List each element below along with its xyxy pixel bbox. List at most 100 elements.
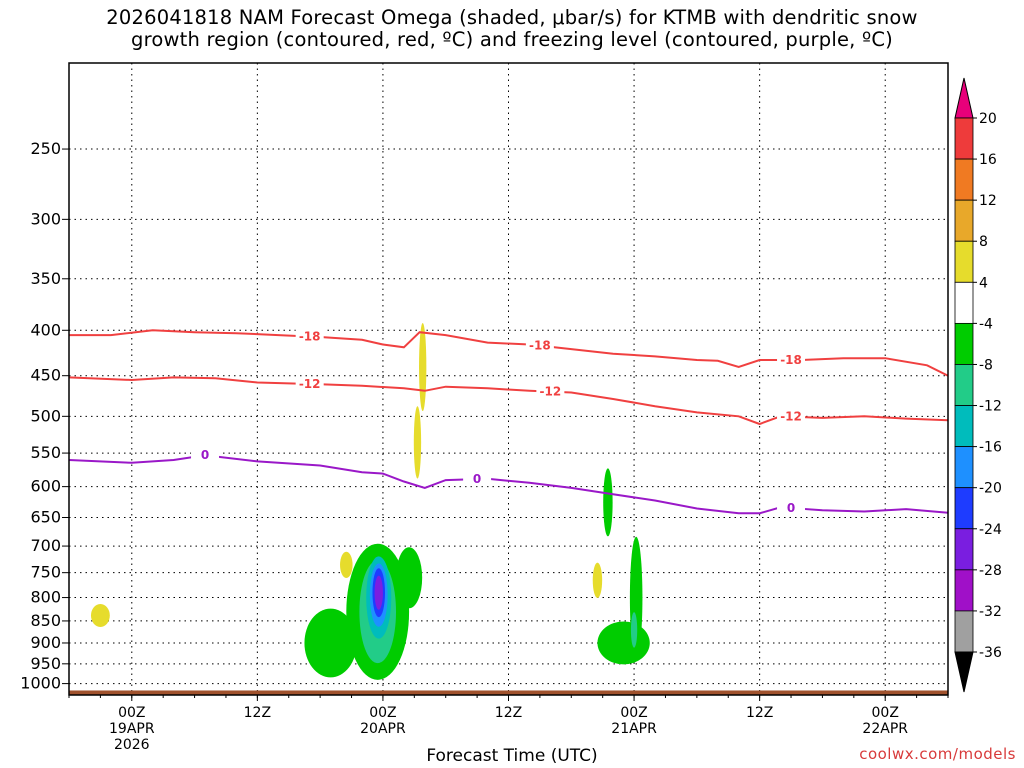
- y-tick-label-600: 600: [30, 477, 61, 496]
- contour-label--12-1: -12: [540, 385, 562, 399]
- omega-feature-16: [630, 612, 638, 648]
- colorbar-label-0: 20: [979, 111, 997, 127]
- y-tick-label-300: 300: [30, 209, 61, 228]
- x-tick-label-5-0: 12Z: [746, 705, 773, 721]
- contour-label--12-2: -12: [780, 410, 802, 424]
- contour-label-0-1: 0: [473, 472, 481, 486]
- omega-feature-2: [419, 323, 427, 412]
- credit-text: coolwx.com/models: [859, 745, 1016, 763]
- colorbar-label-10: -24: [979, 522, 1002, 538]
- colorbar-bottom-arrow: [954, 651, 974, 693]
- colorbar-label-13: -36: [979, 645, 1002, 661]
- contour-label--18-0: -18: [299, 329, 321, 343]
- contour-label--18-1: -18: [529, 339, 551, 353]
- colorbar-label-6: -8: [979, 357, 993, 373]
- omega-feature-1: [340, 551, 353, 579]
- omega-feature-5: [396, 547, 423, 609]
- y-tick-label-900: 900: [30, 633, 61, 652]
- x-tick-label-4-1: 21APR: [611, 721, 657, 737]
- y-tick-label-400: 400: [30, 320, 61, 339]
- colorbar-label-1: 16: [979, 152, 997, 168]
- contour-label-bg: [295, 329, 324, 344]
- contour-label--12-0: -12: [299, 377, 321, 391]
- omega-feature-6: [304, 608, 357, 678]
- omega-feature-14: [597, 621, 650, 665]
- colorbar-segment-7: [954, 405, 974, 448]
- colorbar-label-3: 8: [979, 234, 988, 250]
- contour-line--12-1: [69, 376, 948, 426]
- x-axis-title: Forecast Time (UTC): [426, 746, 598, 766]
- contour-label-0-0: 0: [201, 448, 209, 462]
- colorbar-label-7: -12: [979, 399, 1002, 415]
- colorbar-segment-4: [954, 281, 974, 324]
- contour-label-bg: [777, 501, 806, 516]
- colorbar-segment-2: [954, 199, 974, 242]
- colorbar-label-4: 4: [979, 275, 988, 291]
- y-tick-label-950: 950: [30, 654, 61, 673]
- x-tick-label-3-0: 12Z: [495, 705, 522, 721]
- colorbar-segment-5: [954, 322, 974, 365]
- y-tick-label-1000: 1000: [20, 674, 61, 693]
- colorbar-segment-9: [954, 487, 974, 530]
- chart-title-line1: 2026041818 NAM Forecast Omega (shaded, μ…: [106, 6, 918, 29]
- y-tick-label-550: 550: [30, 443, 61, 462]
- contour-line-0-2: [69, 454, 948, 515]
- colorbar-segment-11: [954, 569, 974, 612]
- omega-feature-3: [413, 406, 422, 479]
- contour-label-bg: [777, 409, 806, 424]
- x-tick-label-0-2: 2026: [114, 737, 150, 753]
- x-tick-label-2-0: 00Z: [369, 705, 396, 721]
- x-tick-label-1-0: 12Z: [244, 705, 271, 721]
- contour-line--18-0: [69, 329, 948, 377]
- contour-label-bg: [777, 352, 806, 367]
- contour-label-bg: [536, 384, 565, 399]
- y-tick-label-800: 800: [30, 588, 61, 607]
- x-tick-label-6-0: 00Z: [872, 705, 899, 721]
- y-tick-label-350: 350: [30, 269, 61, 288]
- y-tick-label-650: 650: [30, 507, 61, 526]
- colorbar-top-arrow: [954, 77, 974, 119]
- x-tick-label-6-1: 22APR: [862, 721, 908, 737]
- colorbar-label-2: 12: [979, 193, 997, 209]
- colorbar-segment-6: [954, 364, 974, 406]
- omega-feature-12: [592, 562, 603, 598]
- y-axis: 250 300 350 400 450 500 550 600 650 700 750 800 850 9…: [20, 139, 69, 693]
- contour-label-bg: [525, 338, 554, 353]
- contour-label-bg: [295, 376, 324, 391]
- y-tick-label-850: 850: [30, 611, 61, 630]
- y-tick-label-700: 700: [30, 536, 61, 555]
- colorbar-label-11: -28: [979, 563, 1002, 579]
- colorbar-segment-1: [954, 158, 974, 201]
- y-tick-label-450: 450: [30, 366, 61, 385]
- omega-feature-11: [374, 575, 383, 610]
- colorbar-label-8: -16: [979, 440, 1002, 456]
- colorbar-segment-0: [954, 117, 974, 160]
- contour-layer: -18 -18 -18 -12 -12 -12 0 0 0: [69, 329, 948, 516]
- x-tick-label-4-0: 00Z: [620, 705, 647, 721]
- omega-shading-layer: [90, 323, 650, 680]
- contour-label-bg: [463, 472, 492, 487]
- omega-feature-0: [90, 603, 110, 627]
- colorbar-label-5: -4: [979, 316, 993, 332]
- y-tick-label-250: 250: [30, 139, 61, 158]
- colorbar-segment-10: [954, 528, 974, 571]
- grid-layer: [69, 63, 948, 695]
- colorbar: 20 16 12 8 4 -4 -8 -12 -16 -20 -24 -28 -32 -36: [954, 77, 1002, 693]
- terrain-layer: [69, 690, 948, 695]
- colorbar-label-12: -32: [979, 604, 1002, 620]
- x-tick-label-0-0: 00Z: [118, 705, 145, 721]
- chart-title-line2: growth region (contoured, red, ºC) and f…: [131, 28, 893, 51]
- colorbar-segment-3: [954, 240, 974, 283]
- contour-label-0-2: 0: [787, 501, 795, 515]
- terrain-fill: [69, 690, 948, 695]
- x-tick-label-2-1: 20APR: [360, 721, 406, 737]
- colorbar-segment-12: [954, 610, 974, 653]
- x-tick-label-0-1: 19APR: [109, 721, 155, 737]
- y-tick-label-500: 500: [30, 406, 61, 425]
- contour-label--18-2: -18: [780, 353, 802, 367]
- colorbar-segment-8: [954, 446, 974, 489]
- omega-feature-13: [603, 468, 613, 537]
- y-tick-label-750: 750: [30, 563, 61, 582]
